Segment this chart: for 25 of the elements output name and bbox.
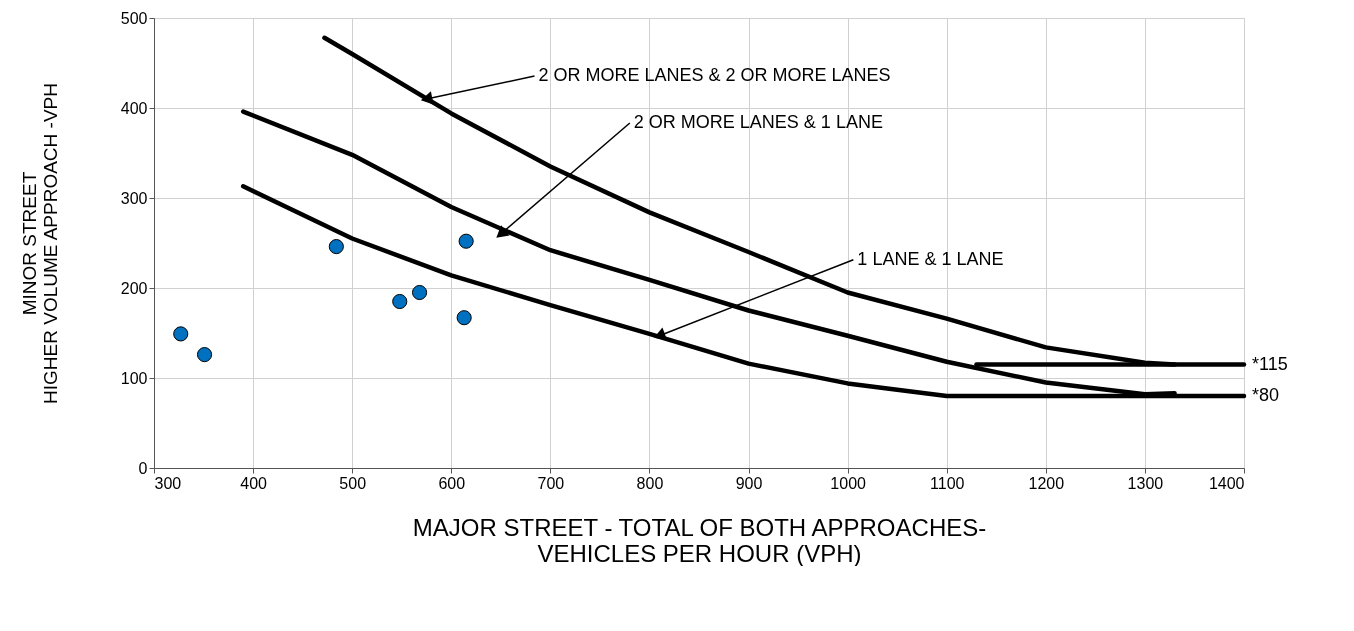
- x-tick-label: 1100: [930, 474, 965, 492]
- annotation: 2 OR MORE LANES & 1 LANE: [633, 112, 883, 132]
- x-tick-label: 900: [735, 474, 763, 492]
- y-tick-label: 100: [120, 369, 148, 387]
- x-tick-label: 500: [339, 474, 367, 492]
- x-tick-label: 1400: [1208, 474, 1245, 492]
- x-axis-title: MAJOR STREET - TOTAL OF BOTH APPROACHES- VEHICLES PER HOUR (VPH): [412, 513, 987, 567]
- x-tick-label: 1200: [1028, 474, 1065, 492]
- y-axis-title: MINOR STREET HIGHER VOLUME APPROACH -VPH: [18, 83, 61, 404]
- x-tick-label: 800: [636, 474, 664, 492]
- y-tick-label: 400: [120, 99, 148, 117]
- x-tick-label: 400: [240, 474, 268, 492]
- y-tick-label: 200: [120, 279, 148, 297]
- y-tick-label: 300: [120, 189, 148, 207]
- y-tick-label: 500: [120, 9, 148, 27]
- annotation: 1 LANE & 1 LANE: [857, 248, 1004, 269]
- y-tick-label: 0: [138, 459, 148, 477]
- annotation: *80: [1252, 385, 1280, 405]
- x-tick-label: 1300: [1127, 474, 1164, 492]
- x-tick-label: 1000: [830, 474, 867, 492]
- x-tick-label: 600: [438, 474, 466, 492]
- x-tick-label: 300: [154, 474, 182, 492]
- annotation: *115: [1252, 353, 1288, 374]
- x-tick-label: 700: [537, 474, 565, 492]
- annotation: 2 OR MORE LANES & 2 OR MORE LANES: [538, 65, 891, 85]
